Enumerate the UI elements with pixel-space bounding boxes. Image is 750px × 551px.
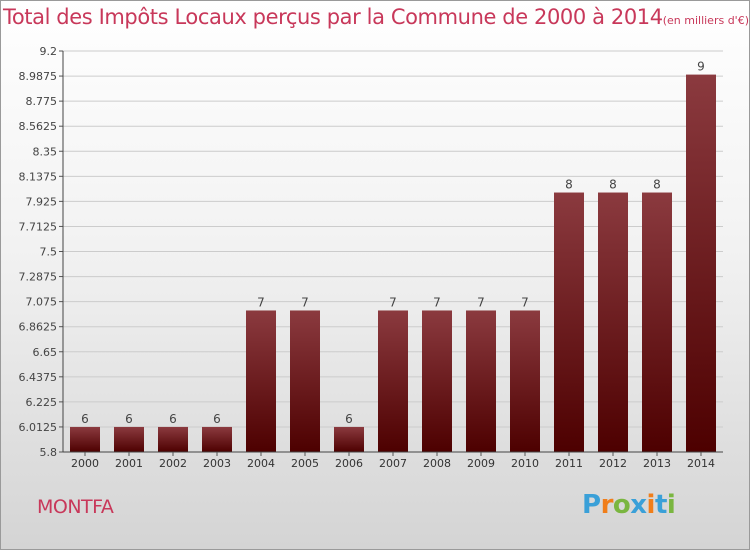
bar xyxy=(642,192,672,452)
data-label: 7 xyxy=(521,295,529,309)
chart-title-unit: (en milliers d'€) xyxy=(662,14,749,27)
y-tick-label: 6.225 xyxy=(26,396,58,409)
logo-letter: t xyxy=(654,490,667,520)
x-tick-label: 2003 xyxy=(203,457,231,470)
x-tick-label: 2013 xyxy=(643,457,671,470)
y-tick-label: 7.5 xyxy=(40,246,58,259)
y-tick-label: 6.0125 xyxy=(19,421,58,434)
data-label: 6 xyxy=(169,412,177,426)
y-tick-label: 7.7125 xyxy=(19,220,58,233)
bar xyxy=(598,192,628,452)
logo-letter: i xyxy=(646,490,656,520)
y-tick-label: 8.1375 xyxy=(19,170,58,183)
bar xyxy=(422,310,452,452)
bar xyxy=(510,310,540,452)
data-label: 7 xyxy=(477,295,485,309)
y-tick-label: 7.2875 xyxy=(19,271,58,284)
x-tick-label: 2008 xyxy=(423,457,451,470)
x-tick-label: 2010 xyxy=(511,457,539,470)
y-tick-label: 6.4375 xyxy=(19,371,58,384)
x-tick-label: 2007 xyxy=(379,457,407,470)
bar xyxy=(686,74,716,453)
data-label: 7 xyxy=(257,295,265,309)
chart-title: Total des Impôts Locaux perçus par la Co… xyxy=(1,5,750,29)
y-tick-label: 8.9875 xyxy=(19,70,58,83)
bar xyxy=(202,426,232,452)
bar xyxy=(378,310,408,452)
y-tick-label: 9.2 xyxy=(40,45,58,58)
x-tick-label: 2014 xyxy=(687,457,715,470)
x-tick-label: 2001 xyxy=(115,457,143,470)
x-tick-label: 2012 xyxy=(599,457,627,470)
x-tick-label: 2002 xyxy=(159,457,187,470)
data-label: 7 xyxy=(389,295,397,309)
logo-letter: o xyxy=(612,490,631,520)
chart-title-text: Total des Impôts Locaux perçus par la Co… xyxy=(2,5,663,29)
y-tick-label: 7.925 xyxy=(26,195,58,208)
data-label: 6 xyxy=(81,412,89,426)
data-label: 6 xyxy=(125,412,133,426)
commune-name: MONTFA xyxy=(37,496,114,518)
x-tick-label: 2009 xyxy=(467,457,495,470)
logo-letter: x xyxy=(630,490,647,520)
bar xyxy=(114,426,144,452)
bar xyxy=(158,426,188,452)
data-label: 8 xyxy=(653,178,661,192)
data-label: 9 xyxy=(697,60,705,74)
bar xyxy=(334,426,364,452)
x-tick-label: 2006 xyxy=(335,457,363,470)
bar xyxy=(290,310,320,452)
x-tick-label: 2005 xyxy=(291,457,319,470)
data-label: 8 xyxy=(609,178,617,192)
y-tick-label: 6.65 xyxy=(33,346,58,359)
y-tick-label: 6.8625 xyxy=(19,321,58,334)
y-tick-label: 8.35 xyxy=(33,145,58,158)
bar xyxy=(554,192,584,452)
logo-letter: P xyxy=(582,490,601,520)
data-label: 7 xyxy=(301,295,309,309)
bar xyxy=(246,310,276,452)
proxiti-logo[interactable]: Proxiti xyxy=(582,490,676,520)
bar xyxy=(70,426,100,452)
y-tick-label: 8.775 xyxy=(26,95,58,108)
x-tick-label: 2004 xyxy=(247,457,275,470)
x-tick-label: 2000 xyxy=(71,457,99,470)
y-tick-label: 5.8 xyxy=(40,446,58,459)
y-tick-label: 8.5625 xyxy=(19,120,58,133)
logo-letter: i xyxy=(666,490,676,520)
data-label: 6 xyxy=(213,412,221,426)
data-label: 6 xyxy=(345,412,353,426)
data-label: 8 xyxy=(565,178,573,192)
logo-letter: r xyxy=(600,490,614,520)
x-tick-label: 2011 xyxy=(555,457,583,470)
data-label: 7 xyxy=(433,295,441,309)
y-tick-label: 7.075 xyxy=(26,296,58,309)
bar xyxy=(466,310,496,452)
